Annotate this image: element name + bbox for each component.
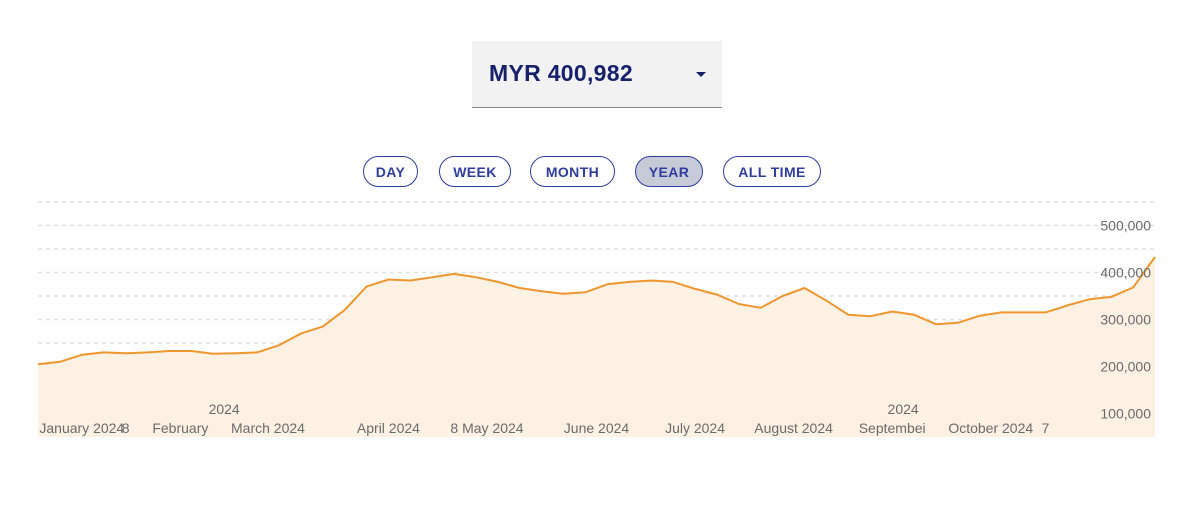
data-point xyxy=(1066,304,1068,306)
x-tick-label: February xyxy=(152,420,208,436)
data-point xyxy=(409,279,411,281)
y-tick-label: 300,000 xyxy=(1100,312,1151,328)
data-point xyxy=(497,281,499,283)
data-point xyxy=(1044,311,1046,313)
data-point xyxy=(475,276,477,278)
value-chart-svg: 500,000 400,000 300,000 200,000 100,000 Janu… xyxy=(37,201,1156,437)
tab-month[interactable]: MONTH xyxy=(530,156,615,187)
x-tick-label: Septembei xyxy=(859,420,926,436)
value-chart: 500,000 400,000 300,000 200,000 100,000 Janu… xyxy=(0,200,1200,450)
data-point xyxy=(190,350,192,352)
x-tick-label: April 2024 xyxy=(357,420,420,436)
data-point xyxy=(716,294,718,296)
data-point xyxy=(694,288,696,290)
data-point xyxy=(760,307,762,309)
x-tick-label: 8 xyxy=(122,420,130,436)
data-point xyxy=(825,300,827,302)
y-tick-label: 200,000 xyxy=(1100,359,1151,375)
data-point xyxy=(81,354,83,356)
x-year-label: 2024 xyxy=(209,401,240,417)
portfolio-value-text: MYR 400,982 xyxy=(489,60,633,86)
data-point xyxy=(782,295,784,297)
data-point xyxy=(168,350,170,352)
data-point xyxy=(672,281,674,283)
data-point xyxy=(979,315,981,317)
x-tick-label: January 2024 xyxy=(39,420,124,436)
data-point xyxy=(1154,256,1156,258)
data-point xyxy=(1110,296,1112,298)
data-point xyxy=(256,351,258,353)
data-point xyxy=(212,353,214,355)
data-point xyxy=(1132,287,1134,289)
data-point xyxy=(37,363,39,365)
data-point xyxy=(344,309,346,311)
data-point xyxy=(1088,298,1090,300)
data-point xyxy=(563,293,565,295)
data-point xyxy=(278,344,280,346)
data-point xyxy=(935,323,937,325)
x-tick-label: 8 May 2024 xyxy=(450,420,523,436)
data-point xyxy=(453,273,455,275)
tab-year[interactable]: YEAR xyxy=(635,156,703,187)
tab-day[interactable]: DAY xyxy=(363,156,418,187)
tab-all-time[interactable]: ALL TIME xyxy=(723,156,821,187)
data-point xyxy=(957,322,959,324)
x-tick-label: July 2024 xyxy=(665,420,725,436)
value-area xyxy=(38,257,1155,437)
y-axis-labels: 500,000 400,000 300,000 200,000 100,000 xyxy=(1100,218,1151,422)
data-point xyxy=(585,291,587,293)
data-point xyxy=(1001,311,1003,313)
data-point xyxy=(804,287,806,289)
data-point xyxy=(913,314,915,316)
data-point xyxy=(891,311,893,313)
x-year-label: 2024 xyxy=(888,401,919,417)
data-point xyxy=(322,326,324,328)
data-point xyxy=(431,276,433,278)
data-point xyxy=(387,279,389,281)
y-tick-label: 100,000 xyxy=(1100,406,1151,422)
data-point xyxy=(234,352,236,354)
data-point xyxy=(650,279,652,281)
data-point xyxy=(147,351,149,353)
data-point xyxy=(366,286,368,288)
y-tick-label: 400,000 xyxy=(1100,265,1151,281)
value-line xyxy=(37,256,1156,366)
data-point xyxy=(628,281,630,283)
x-tick-label: June 2024 xyxy=(564,420,630,436)
data-point xyxy=(869,315,871,317)
data-point xyxy=(59,361,61,363)
x-tick-label: August 2024 xyxy=(754,420,833,436)
x-tick-label: March 2024 xyxy=(231,420,305,436)
data-point xyxy=(519,287,521,289)
data-point xyxy=(300,333,302,335)
data-point xyxy=(103,351,105,353)
x-tick-label: 7 xyxy=(1042,420,1050,436)
data-point xyxy=(738,303,740,305)
time-range-tabs: DAY WEEK MONTH YEAR ALL TIME xyxy=(0,156,1200,188)
data-point xyxy=(1023,311,1025,313)
x-tick-label: October 2024 xyxy=(948,420,1033,436)
portfolio-value-dropdown[interactable]: MYR 400,982 xyxy=(472,41,722,108)
data-point xyxy=(125,352,127,354)
caret-down-icon xyxy=(696,72,706,77)
data-point xyxy=(847,314,849,316)
data-point xyxy=(541,290,543,292)
y-tick-label: 500,000 xyxy=(1100,218,1151,234)
tab-week[interactable]: WEEK xyxy=(439,156,511,187)
data-point xyxy=(606,283,608,285)
